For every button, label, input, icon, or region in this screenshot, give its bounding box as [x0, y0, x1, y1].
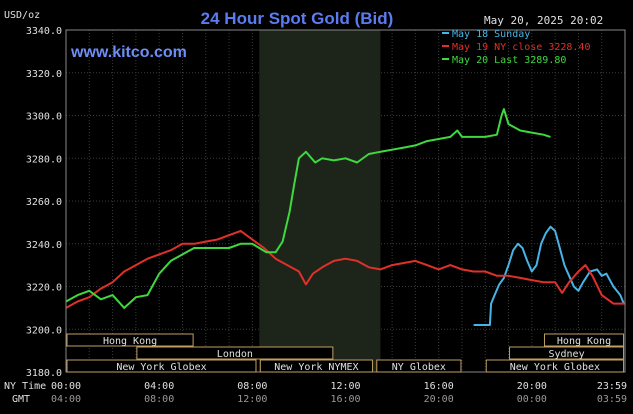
session-label: London — [217, 349, 253, 360]
series-line-1 — [65, 229, 625, 309]
y-tick-label: 3280.0 — [26, 154, 62, 165]
session-shade — [259, 30, 381, 372]
legend: May 18 Sunday May 19 NY close 3228.40 May … — [442, 29, 590, 66]
session-bar — [66, 359, 257, 373]
ny-time-label: NY Time — [4, 381, 46, 392]
session-bar — [376, 359, 462, 373]
y-tick-label: 3320.0 — [26, 69, 62, 80]
session-bar — [259, 359, 373, 373]
session-label: Hong Kong — [103, 336, 157, 347]
y-tick-label: 3340.0 — [26, 26, 62, 37]
x-tick-label-ny: 23:59 — [597, 381, 627, 392]
x-tick-label-ny: 08:00 — [237, 381, 267, 392]
legend-entry: May 19 NY close 3228.40 — [452, 42, 590, 53]
gmt-label: GMT — [12, 394, 30, 405]
session-label: New York Globex — [510, 362, 600, 373]
session-bar — [66, 333, 194, 347]
session-label: Sydney — [548, 349, 584, 360]
session-bar — [509, 346, 625, 360]
legend-entry: May 18 Sunday — [452, 29, 530, 40]
date-label: May 20, 2025 20:02 — [484, 14, 603, 27]
y-tick-label: 3220.0 — [26, 283, 62, 294]
x-tick-label-ny: 12:00 — [330, 381, 360, 392]
x-tick-label-gmt: 04:00 — [51, 394, 81, 405]
series-line-2 — [65, 108, 551, 309]
market-sessions: Hong Kong Hong Kong London Sydney New York G… — [66, 333, 625, 373]
y-tick-label: 3200.0 — [26, 325, 62, 336]
y-tick-label: 3180.0 — [26, 368, 62, 379]
x-tick-label-ny: 00:00 — [51, 381, 81, 392]
session-bar — [136, 346, 334, 360]
axes: 3180.0 3200.0 3220.0 3240.0 3260.0 3280.0 3300… — [26, 26, 627, 405]
session-label: New York Globex — [116, 362, 206, 373]
chart-title: 24 Hour Spot Gold (Bid) — [201, 9, 394, 28]
x-tick-label-ny: 20:00 — [517, 381, 547, 392]
x-tick-label-ny: 16:00 — [424, 381, 454, 392]
nymex-session-shade — [259, 30, 381, 372]
series-lines — [65, 108, 625, 326]
x-tick-label-gmt: 12:00 — [237, 394, 267, 405]
y-tick-label: 3260.0 — [26, 197, 62, 208]
y-tick-label: 3300.0 — [26, 112, 62, 123]
site-watermark: www.kitco.com — [70, 44, 187, 61]
session-label: Hong Kong — [557, 336, 611, 347]
x-tick-label-gmt: 03:59 — [597, 394, 627, 405]
legend-entry: May 20 Last 3289.80 — [452, 55, 566, 66]
y-unit-label: USD/oz — [4, 10, 40, 21]
session-bar — [485, 359, 625, 373]
y-tick-label: 3240.0 — [26, 240, 62, 251]
x-tick-label-ny: 04:00 — [144, 381, 174, 392]
session-label: New York NYMEX — [274, 362, 358, 373]
x-tick-label-gmt: 00:00 — [517, 394, 547, 405]
x-tick-label-gmt: 20:00 — [424, 394, 454, 405]
x-tick-label-gmt: 08:00 — [144, 394, 174, 405]
session-bar — [543, 333, 625, 347]
x-tick-label-gmt: 16:00 — [330, 394, 360, 405]
session-label: NY Globex — [392, 362, 446, 373]
series-line-0 — [473, 225, 625, 326]
